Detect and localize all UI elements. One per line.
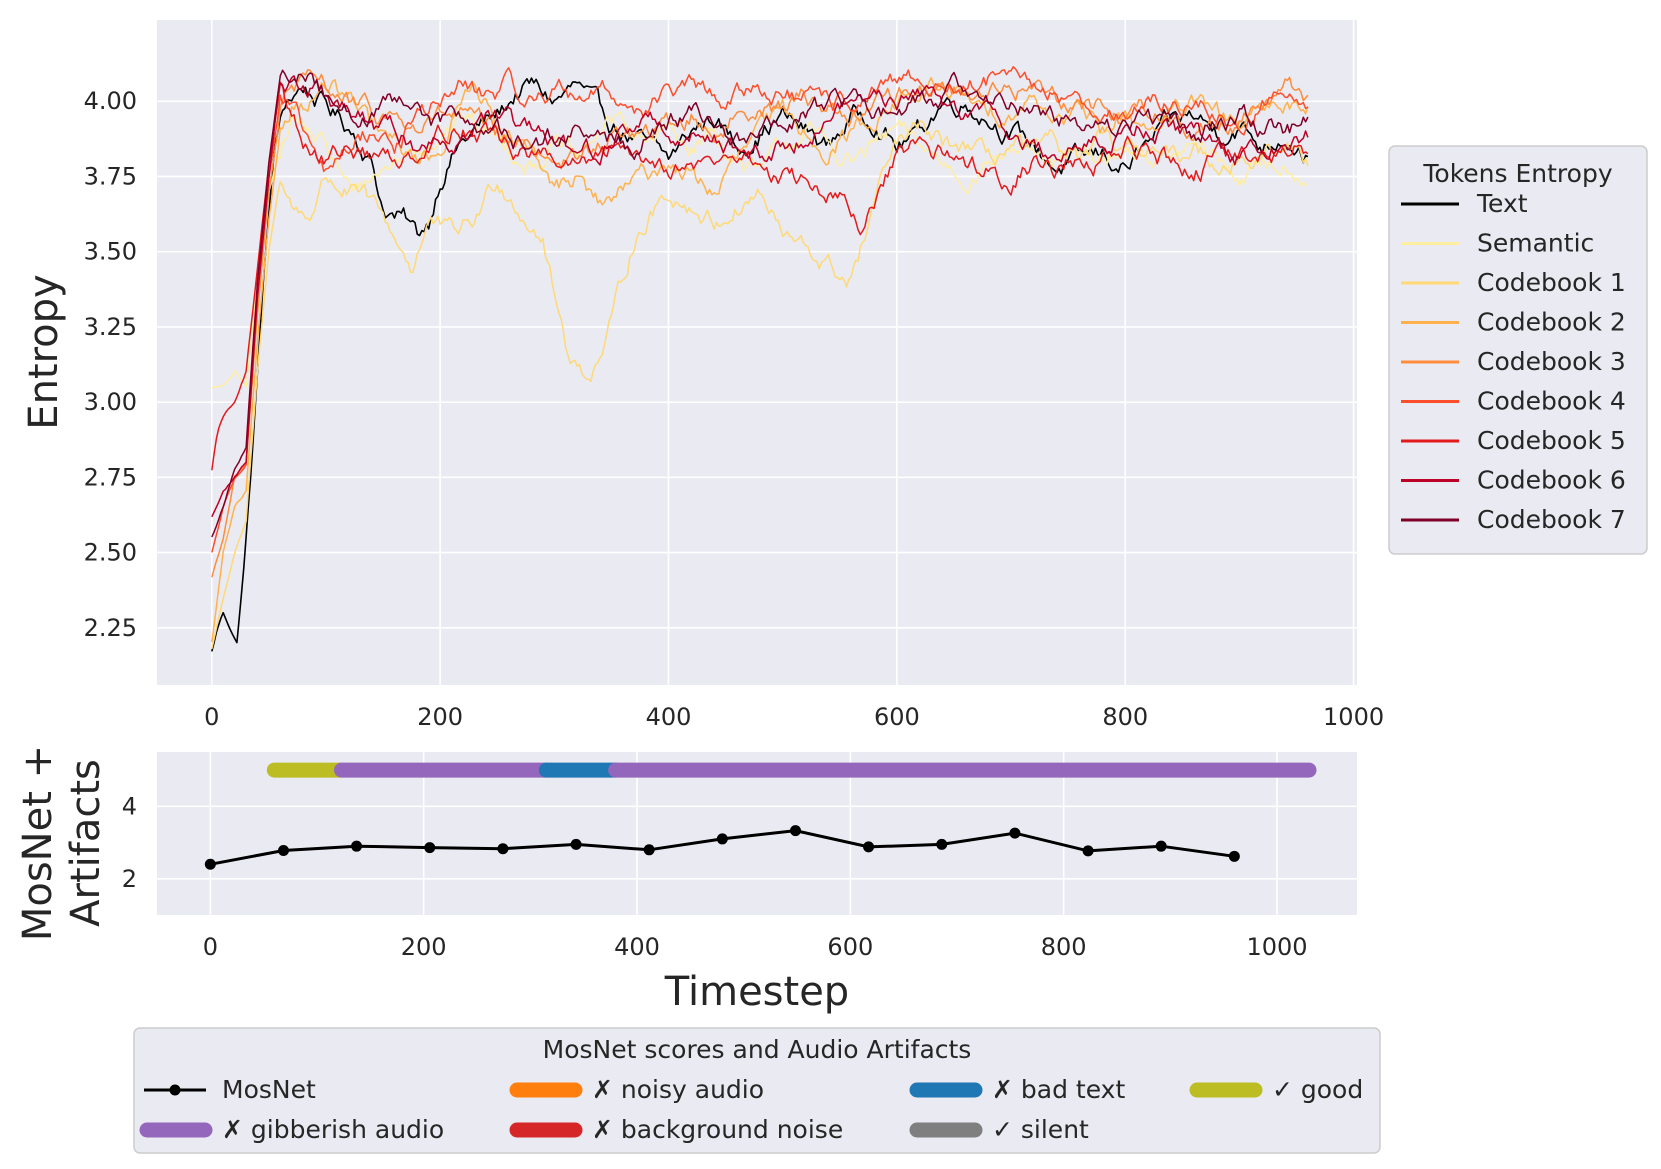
y-tick-label: 4.00 [84, 87, 137, 115]
mosnet-y-axis-label-line-1: MosNet + [15, 745, 61, 941]
x-tick-label: 200 [401, 933, 447, 961]
x-tick-label: 0 [204, 703, 219, 731]
mosnet-artifacts-legend-title: MosNet scores and Audio Artifacts [543, 1035, 972, 1064]
y-tick-label: 3.25 [84, 313, 137, 341]
mosnet-y-ticks: 24 [122, 792, 137, 892]
y-tick-label: 3.75 [84, 162, 137, 190]
legend-label-gibberish-audio: ✗ gibberish audio [222, 1115, 444, 1144]
mosnet-artifacts-legend: MosNet scores and Audio Artifacts MosNet… [133, 1027, 1381, 1154]
legend-label-codebook-6: Codebook 6 [1477, 466, 1626, 495]
legend-frame [1388, 145, 1648, 555]
legend-label-codebook-4: Codebook 4 [1477, 387, 1626, 416]
y-tick-label: 3.50 [84, 238, 137, 266]
x-tick-label: 800 [1102, 703, 1148, 731]
mosnet-point [1155, 840, 1167, 852]
tokens-entropy-legend: Tokens Entropy Text Semantic Codebook 1 Cod… [1388, 145, 1648, 555]
legend-swatch-marker [169, 1084, 181, 1096]
x-tick-label: 1000 [1323, 703, 1384, 731]
y-tick-label: 2 [122, 865, 137, 893]
mosnet-point [1228, 850, 1240, 862]
legend-label-codebook-1: Codebook 1 [1477, 268, 1626, 297]
y-tick-label: 2.25 [84, 614, 137, 642]
x-tick-label: 400 [646, 703, 692, 731]
series-line-codebook-6 [211, 75, 1309, 518]
mosnet-point [863, 841, 875, 853]
entropy-panel: 0 200 400 600 800 1000 2.25 2.50 2.75 3.00 3.25 3.… [21, 20, 1384, 731]
entropy-y-ticks: 2.25 2.50 2.75 3.00 3.25 3.50 3.75 4.00 [84, 87, 137, 642]
mosnet-point [790, 825, 802, 837]
mosnet-point [716, 833, 728, 845]
series-line-codebook-4 [211, 66, 1309, 553]
series-line-text [211, 77, 1309, 652]
y-tick-label: 3.00 [84, 388, 137, 416]
tokens-entropy-legend-title: Tokens Entropy [1422, 159, 1612, 188]
legend-label-bad-text: ✗ bad text [992, 1075, 1125, 1104]
mosnet-series [204, 825, 1240, 870]
mosnet-point [570, 838, 582, 850]
y-tick-label: 4 [122, 792, 137, 820]
mosnet-point [936, 838, 948, 850]
x-tick-label: 200 [417, 703, 463, 731]
legend-label-codebook-3: Codebook 3 [1477, 347, 1626, 376]
mosnet-point [1082, 845, 1094, 857]
x-tick-label: 800 [1041, 933, 1087, 961]
mosnet-gridlines [157, 752, 1357, 915]
series-line-codebook-7 [211, 69, 1309, 538]
legend-label-silent: ✓ silent [992, 1115, 1089, 1144]
legend-label-text: Text [1476, 189, 1528, 218]
series-line-codebook-5 [211, 81, 1309, 471]
entropy-plot-area [157, 20, 1357, 685]
mosnet-point [497, 843, 509, 855]
entropy-x-ticks: 0 200 400 600 800 1000 [204, 703, 1384, 731]
mosnet-y-axis-label-line-2: Artifacts [63, 759, 109, 927]
y-tick-label: 2.75 [84, 463, 137, 491]
x-tick-label: 0 [203, 933, 218, 961]
series-line-codebook-2 [211, 76, 1309, 643]
x-tick-label: 1000 [1246, 933, 1307, 961]
x-tick-label: 400 [614, 933, 660, 961]
x-axis-label: Timestep [664, 969, 849, 1015]
series-line-codebook-3 [211, 69, 1309, 578]
legend-label-codebook-5: Codebook 5 [1477, 426, 1626, 455]
x-tick-label: 600 [874, 703, 920, 731]
mosnet-panel: 0 200 400 600 800 1000 24 MosNet + Artifacts … [15, 745, 1357, 1015]
legend-label-background-noise: ✗ background noise [592, 1115, 843, 1144]
tokens-entropy-legend-entries: Text Semantic Codebook 1 Codebook 2 Codebook… [1401, 189, 1626, 534]
mosnet-point [643, 844, 655, 856]
series-line-semantic [211, 108, 1309, 389]
mosnet-point [424, 842, 436, 854]
legend-frame [133, 1027, 1381, 1154]
x-tick-label: 600 [827, 933, 873, 961]
legend-label-codebook-7: Codebook 7 [1477, 505, 1626, 534]
mosnet-point [1009, 827, 1021, 839]
mosnet-point [351, 840, 363, 852]
entropy-gridlines [157, 20, 1357, 685]
y-tick-label: 2.50 [84, 539, 137, 567]
legend-label-codebook-2: Codebook 2 [1477, 308, 1626, 337]
entropy-y-axis-label: Entropy [21, 274, 67, 429]
mosnet-artifacts-legend-entries: MosNet ✗ gibberish audio ✗ noisy audio ✗ ba… [139, 1075, 1363, 1144]
entropy-series [211, 66, 1309, 652]
legend-label-good: ✓ good [1272, 1075, 1363, 1104]
legend-label-semantic: Semantic [1477, 229, 1594, 258]
mosnet-point [204, 858, 216, 870]
mosnet-point [278, 845, 290, 857]
mosnet-x-ticks: 0 200 400 600 800 1000 [203, 933, 1308, 961]
legend-label-noisy-audio: ✗ noisy audio [592, 1075, 764, 1104]
legend-label-mosnet: MosNet [222, 1075, 316, 1104]
